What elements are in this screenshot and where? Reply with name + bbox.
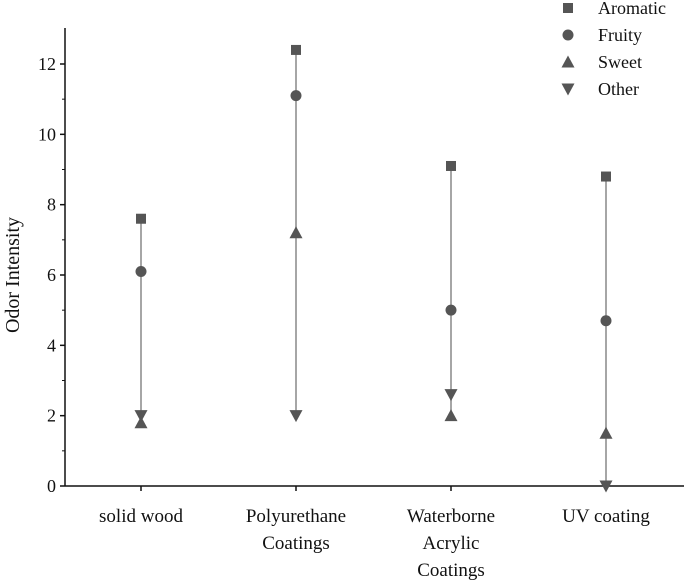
aromatic-point: [291, 44, 301, 55]
aromatic-legend-label: Aromatic: [598, 0, 666, 18]
sweet-legend-label: Sweet: [598, 52, 642, 72]
aromatic-legend-marker: [563, 3, 573, 13]
y-tick-label: 0: [47, 476, 56, 496]
other-legend-label: Other: [598, 79, 639, 99]
other-point: [599, 480, 613, 493]
y-tick-label: 6: [47, 265, 56, 285]
sweet-point: [599, 426, 613, 439]
sweet-point: [444, 409, 458, 422]
other-point: [289, 410, 303, 423]
x-category-label: Waterborne: [407, 506, 495, 527]
fruity-point: [600, 315, 612, 327]
sweet-point: [134, 416, 148, 429]
fruity-point: [135, 265, 147, 277]
x-category-label: solid wood: [99, 506, 183, 527]
y-tick-label: 8: [47, 195, 56, 215]
other-legend-marker: [561, 83, 575, 96]
x-category-label: Coatings: [262, 533, 330, 554]
aromatic-point: [136, 213, 146, 224]
y-tick-label: 12: [38, 54, 56, 74]
axes: 0 2 4 6 8 10 12 solid wood Polyurethane Coatings W…: [38, 28, 684, 581]
fruity-point: [290, 90, 302, 102]
other-point: [134, 410, 148, 423]
x-category-label: Acrylic: [423, 533, 480, 554]
aromatic-point: [601, 171, 611, 182]
data-markers: [134, 44, 613, 493]
y-tick-label: 2: [47, 406, 56, 426]
y-tick-label: 10: [38, 124, 56, 144]
fruity-point: [445, 304, 457, 316]
sweet-point: [289, 226, 303, 239]
range-lines: [140, 49, 607, 486]
x-category-label: Polyurethane: [246, 506, 346, 527]
x-category-label: UV coating: [562, 506, 650, 527]
other-point: [444, 389, 458, 402]
y-axis-title: Odor Intensity: [2, 217, 24, 333]
y-tick-label: 4: [47, 335, 56, 355]
x-category-label: Coatings: [417, 560, 485, 581]
fruity-legend-marker: [562, 29, 574, 41]
aromatic-point: [446, 160, 456, 171]
legend: Aromatic Fruity Sweet Other: [561, 0, 666, 99]
fruity-legend-label: Fruity: [598, 25, 642, 45]
sweet-legend-marker: [561, 55, 575, 68]
